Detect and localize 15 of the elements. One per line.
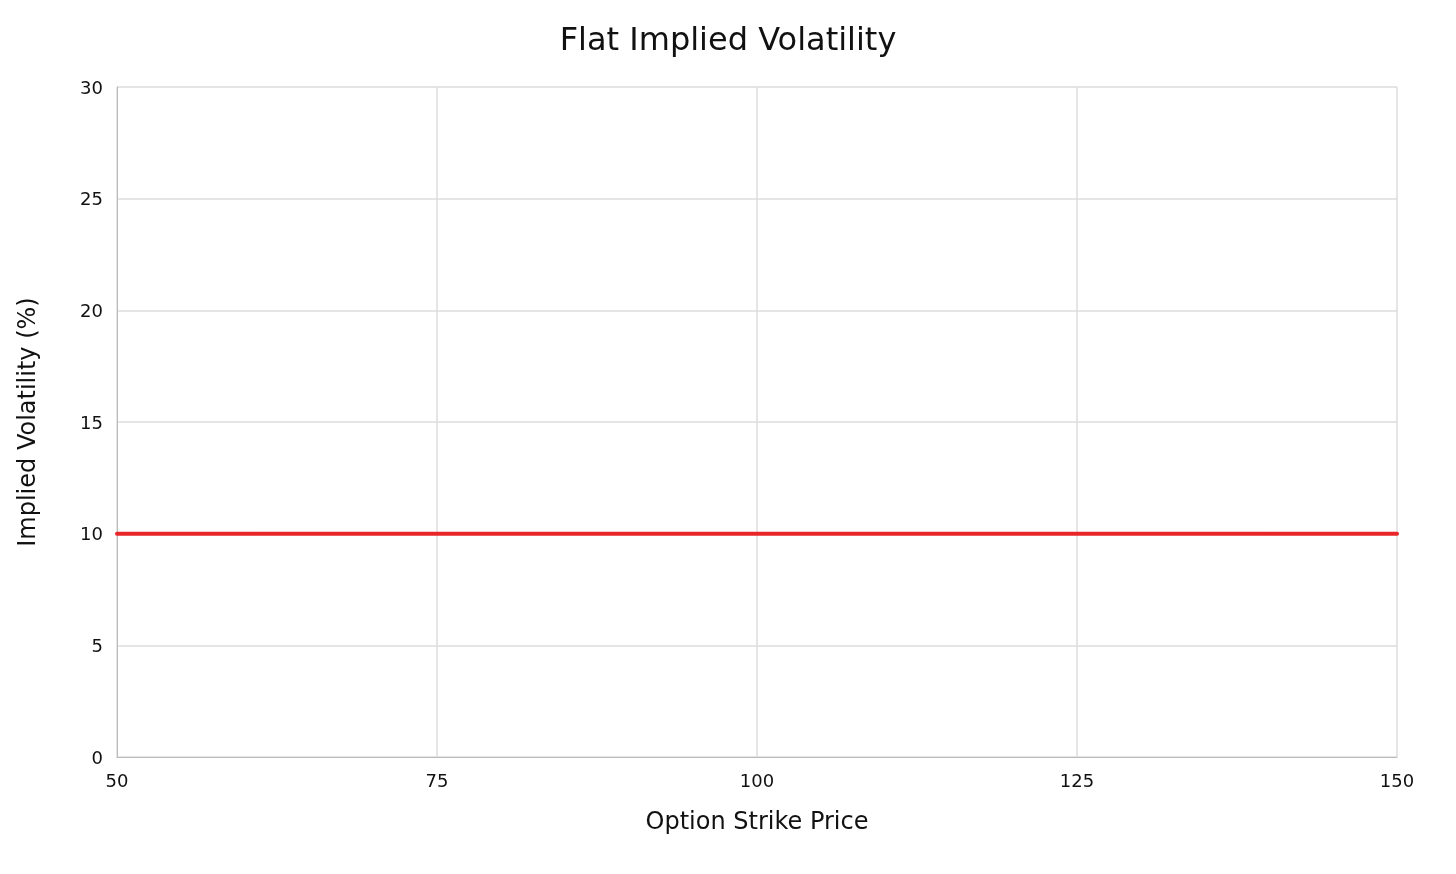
y-tick-label: 30	[80, 76, 103, 98]
x-axis-title: Option Strike Price	[645, 807, 869, 835]
x-tick-label: 75	[425, 769, 449, 791]
x-tick-label: 100	[739, 769, 775, 791]
x-tick-label: 50	[105, 769, 129, 791]
y-tick-label: 25	[80, 188, 103, 210]
y-tick-label: 10	[80, 523, 103, 545]
x-tick-label: 125	[1059, 769, 1095, 791]
y-tick-label: 15	[80, 411, 103, 433]
y-axis-title: Implied Volatility (%)	[13, 297, 41, 547]
y-tick-label: 5	[91, 634, 103, 656]
x-tick-label: 150	[1379, 769, 1415, 791]
y-tick-label: 0	[91, 746, 103, 768]
chart-title: Flat Implied Volatility	[559, 20, 897, 58]
y-tick-label: 20	[80, 299, 103, 321]
